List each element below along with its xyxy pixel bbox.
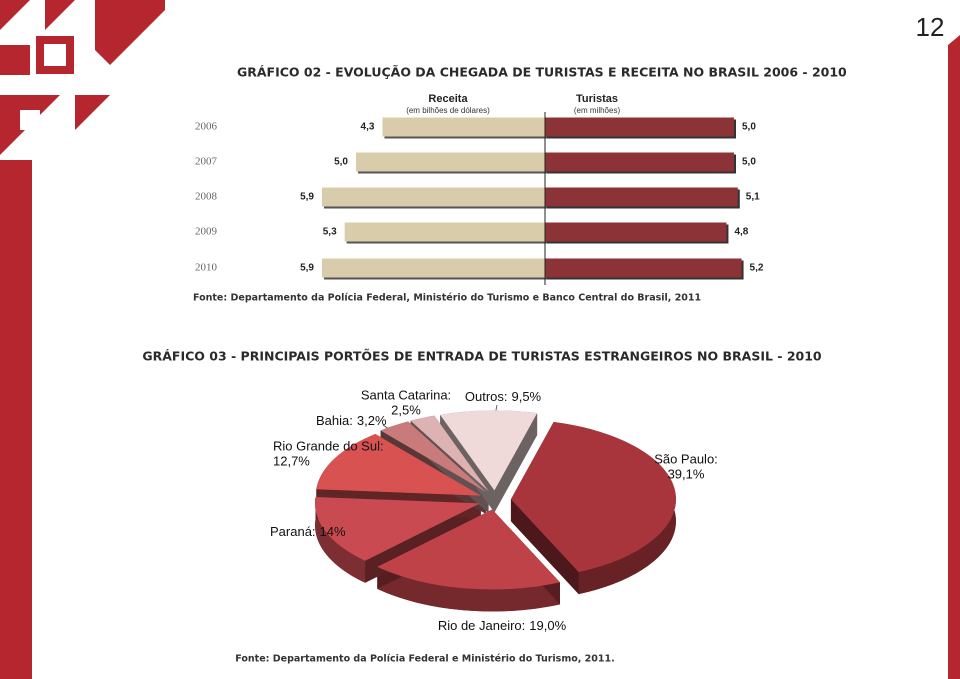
slice: [316, 434, 481, 496]
legend-label: Turistas: [576, 93, 618, 105]
slice-text: Outros: 9,5%: [465, 389, 542, 404]
slice: [410, 415, 489, 492]
pie-tops: [315, 410, 676, 590]
slice-label: Rio de Janeiro:: [438, 618, 525, 633]
slice-label: Outros:: [465, 389, 508, 404]
source: Fonte: Departamento da Polícia Federal e…: [235, 654, 614, 665]
bar: [382, 117, 545, 137]
bar: [344, 222, 545, 242]
bar: [545, 222, 727, 242]
value-label: 5,9: [300, 263, 314, 274]
value-label: 5,0: [334, 157, 348, 168]
bar: [321, 258, 545, 278]
slice-text: Paraná: 14%: [270, 524, 346, 539]
year-label: 2010: [195, 262, 218, 274]
bar: [545, 152, 734, 172]
year-label: 2007: [195, 156, 218, 168]
chart-title: GRÁFICO 02 - EVOLUÇÃO DA CHEGADA DE TURI…: [237, 65, 847, 80]
slice-value: 39,1%: [668, 466, 705, 481]
slice-wall: [510, 499, 579, 595]
slice: [510, 421, 676, 573]
slice-label: Bahia:: [316, 413, 353, 428]
bar: [356, 152, 545, 172]
slice-wall: [494, 413, 538, 513]
legend-unit: (em milhões): [574, 106, 621, 115]
slice-label: Rio Grande do Sul:: [273, 438, 384, 453]
value-label: 5,2: [750, 263, 764, 274]
page-number: 12: [916, 12, 945, 42]
value-label: 5,3: [323, 227, 337, 238]
slice-label: Paraná:: [270, 524, 316, 539]
slice: [440, 410, 538, 491]
value-label: 5,0: [742, 122, 756, 133]
slice-value: 14%: [320, 524, 346, 539]
slice-side: [377, 566, 560, 612]
slice-value: 2,5%: [391, 402, 421, 417]
year-label: 2008: [195, 191, 218, 203]
slice-label: Santa Catarina:: [361, 387, 451, 402]
slice: [315, 497, 481, 561]
bar: [321, 187, 545, 207]
legend-label: Receita: [428, 93, 468, 105]
source: Fonte: Departamento da Polícia Federal, …: [193, 293, 701, 304]
chart-title: GRÁFICO 03 - PRINCIPAIS PORTÕES DE ENTRA…: [142, 349, 822, 364]
slice: [380, 421, 487, 493]
legend-unit: (em bilhões de dólares): [406, 106, 490, 115]
bar: [545, 258, 742, 278]
slice-text: Bahia: 3,2%: [316, 413, 387, 428]
value-label: 5,9: [300, 192, 314, 203]
value-label: 4,8: [734, 227, 748, 238]
year-label: 2006: [195, 121, 218, 133]
slice: [377, 509, 560, 590]
value-label: 5,1: [746, 192, 760, 203]
slice-value: 19,0%: [529, 618, 566, 633]
year-label: 2009: [195, 226, 218, 238]
slice-label: São Paulo:: [654, 451, 718, 466]
slice-value: 3,2%: [357, 413, 387, 428]
slice-value: 9,5%: [511, 389, 541, 404]
bar: [545, 187, 738, 207]
slice-value: 12,7%: [273, 453, 310, 468]
slice-side: [315, 497, 366, 583]
bar: [545, 117, 734, 137]
slice-text: Rio de Janeiro: 19,0%: [438, 618, 567, 633]
value-label: 5,0: [742, 157, 756, 168]
value-label: 4,3: [361, 122, 375, 133]
